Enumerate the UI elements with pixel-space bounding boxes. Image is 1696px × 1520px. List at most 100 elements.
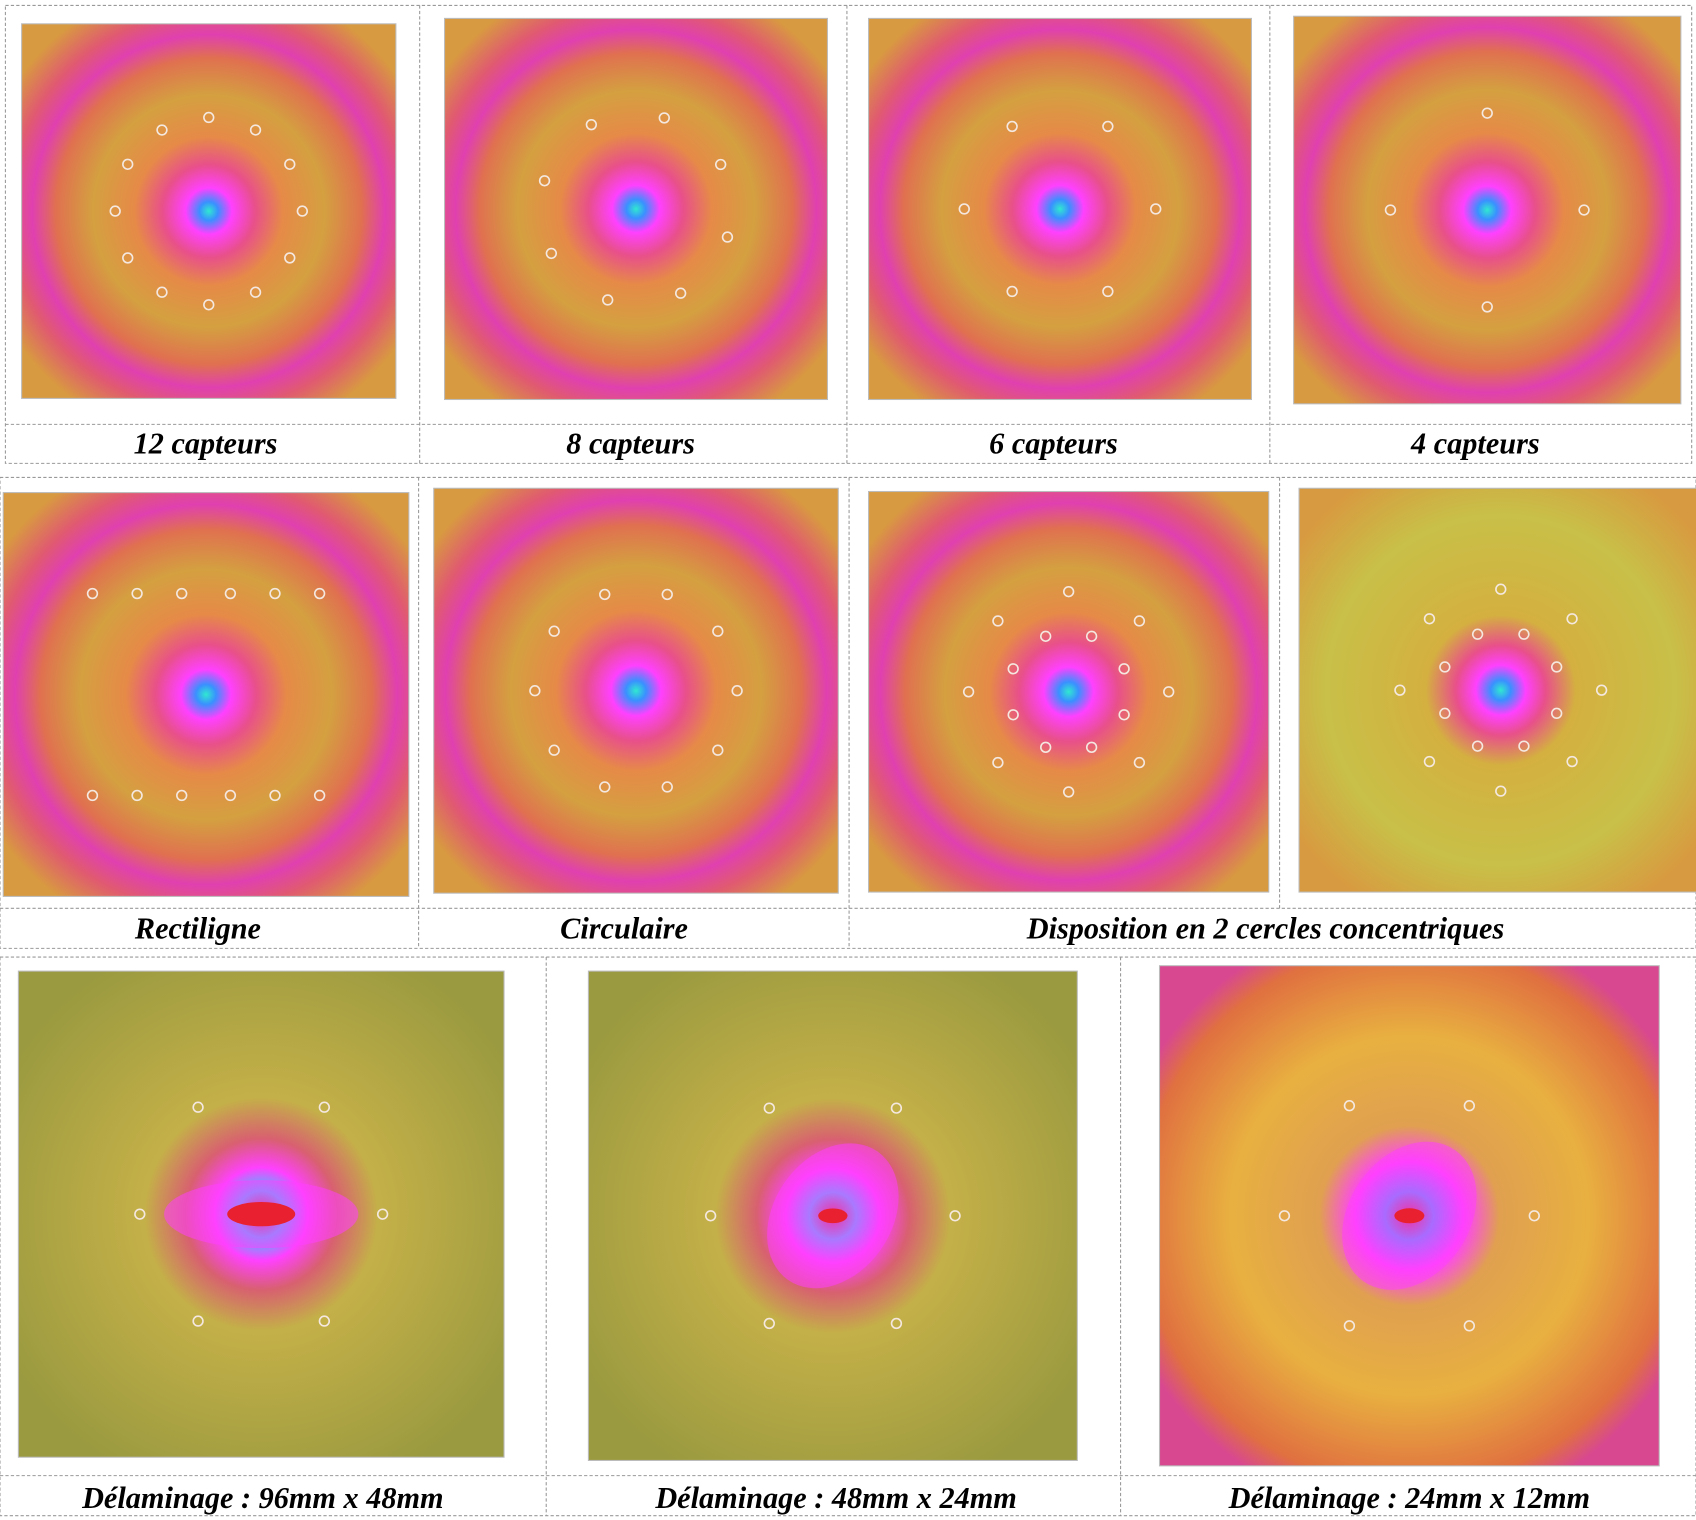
sensor xyxy=(661,781,673,793)
sensor xyxy=(313,789,326,802)
sensor xyxy=(296,205,308,217)
caption: Délaminage : 24mm x 12mm xyxy=(1228,1481,1591,1515)
sensor xyxy=(1481,301,1493,313)
sensor xyxy=(599,781,611,793)
sensor xyxy=(992,756,1004,769)
sensor xyxy=(890,1102,903,1114)
sensor xyxy=(86,587,99,600)
sensor xyxy=(1518,628,1530,640)
sensor xyxy=(134,1208,146,1220)
sensor xyxy=(122,252,134,264)
heatmap-image xyxy=(2,492,410,897)
sensor xyxy=(192,1101,204,1113)
sensor xyxy=(1278,1210,1291,1222)
heatmap-image xyxy=(433,487,839,894)
caption: 12 capteurs xyxy=(134,427,278,461)
sensor xyxy=(763,1102,775,1114)
sensor xyxy=(731,685,743,697)
sensor xyxy=(661,588,673,601)
sensor xyxy=(1595,684,1608,696)
sensor xyxy=(1006,285,1018,298)
sensor xyxy=(602,294,614,306)
sensor xyxy=(1040,741,1052,753)
sensor xyxy=(1423,613,1436,625)
sensor xyxy=(86,789,99,802)
sensor xyxy=(1439,707,1451,720)
sensor xyxy=(176,587,188,600)
sensor xyxy=(176,789,188,802)
sensor xyxy=(1463,1100,1476,1112)
caption: Rectiligne xyxy=(134,912,261,946)
sensor xyxy=(156,124,168,136)
sensor xyxy=(1566,755,1578,768)
sensor xyxy=(1102,120,1114,133)
damage-core xyxy=(1394,1208,1425,1224)
sensor xyxy=(1040,630,1052,642)
sensor xyxy=(958,203,970,215)
sensor xyxy=(585,118,598,131)
sensor xyxy=(192,1315,204,1327)
sensor xyxy=(1463,1320,1476,1332)
sensor xyxy=(529,685,541,697)
sensor xyxy=(1528,1210,1540,1222)
sensor xyxy=(1085,630,1098,642)
sensor xyxy=(109,205,121,217)
sensor xyxy=(203,111,215,124)
sensor xyxy=(224,587,237,600)
sensor xyxy=(1133,615,1146,627)
caption: Délaminage : 96mm x 48mm xyxy=(81,1481,444,1515)
sensor xyxy=(538,175,551,187)
sensor xyxy=(712,625,724,637)
heatmap-image xyxy=(1293,15,1682,405)
heatmap-image xyxy=(868,490,1270,893)
table-rules xyxy=(0,4,1696,1517)
heatmap-image xyxy=(444,17,828,401)
sensor xyxy=(712,744,724,756)
damage-core xyxy=(818,1208,848,1224)
sensor xyxy=(284,252,296,264)
sensor xyxy=(1163,686,1175,698)
sensor xyxy=(1394,684,1406,696)
caption: 8 capteurs xyxy=(566,427,695,461)
sensor xyxy=(763,1317,775,1330)
sensor xyxy=(1495,583,1507,595)
sensor xyxy=(1102,285,1114,298)
sensor xyxy=(1439,661,1451,673)
sensor xyxy=(721,231,734,243)
sensor xyxy=(1062,585,1075,598)
sensor xyxy=(1578,204,1590,216)
sensor xyxy=(704,1210,717,1222)
sensor xyxy=(122,158,134,170)
sensor xyxy=(1007,709,1019,721)
sensor xyxy=(203,299,215,311)
sensor xyxy=(224,789,237,802)
sensor xyxy=(992,615,1004,627)
sensor xyxy=(1481,107,1493,119)
damage-core xyxy=(227,1202,296,1227)
sensor xyxy=(674,287,687,299)
sensor xyxy=(1566,613,1578,625)
sensor xyxy=(548,744,560,756)
sensor xyxy=(269,789,281,802)
sensor xyxy=(1133,756,1146,769)
caption: Circulaire xyxy=(560,912,688,946)
sensor xyxy=(1471,740,1484,752)
sensor xyxy=(1550,707,1563,720)
sensor xyxy=(1118,709,1130,721)
sensor xyxy=(1518,740,1530,752)
sensor xyxy=(1343,1100,1356,1112)
sensor xyxy=(284,158,296,170)
sensor xyxy=(269,587,281,600)
sensor xyxy=(1118,663,1130,675)
sensor xyxy=(962,686,975,698)
sensor xyxy=(658,112,670,124)
sensor xyxy=(599,588,611,601)
sensor xyxy=(249,124,262,136)
sensor xyxy=(249,286,262,298)
sensor xyxy=(131,789,143,802)
heatmap-image xyxy=(868,17,1252,401)
sensor xyxy=(1007,663,1019,675)
sensor xyxy=(1343,1320,1356,1332)
sensor xyxy=(548,625,560,637)
